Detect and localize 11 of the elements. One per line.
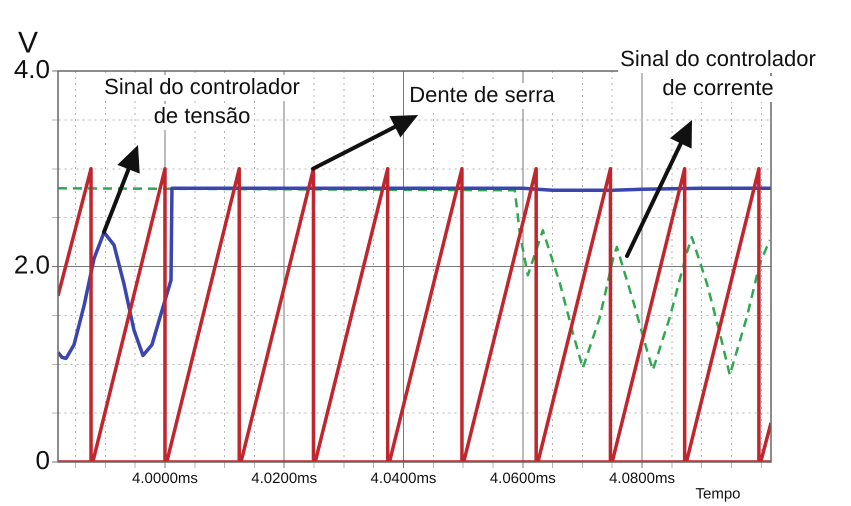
annotation: Sinal do controlador de tensão (104, 74, 300, 128)
x-tick-label: 4.0600ms (490, 470, 556, 488)
x-tick-label: 4.0000ms (132, 470, 198, 488)
y-tick-label: 0 (36, 445, 50, 476)
annotation: Sinal do controlador de corrente (620, 46, 816, 100)
x-tick-label: 4.0800ms (609, 470, 675, 488)
x-axis-title: Tempo (695, 486, 741, 503)
x-tick-label: 4.0200ms (251, 470, 318, 488)
y-tick-label: 2.0 (14, 250, 50, 280)
annotation: Dente de serra (409, 82, 556, 108)
x-tick-label: 4.0400ms (370, 470, 436, 488)
